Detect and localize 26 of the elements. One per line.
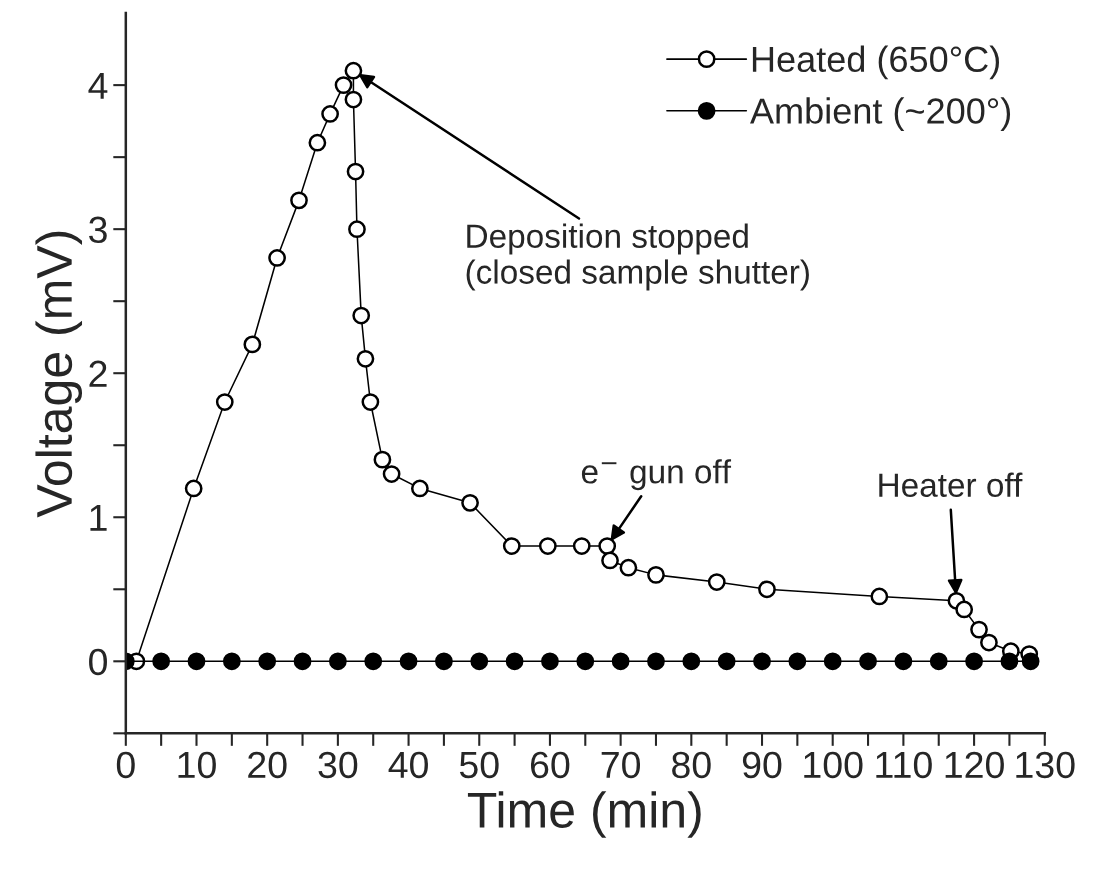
x-tick-label: 130 [1016,751,1075,779]
x-tick-label: 90 [742,751,782,779]
x-tick-label: 50 [459,751,499,779]
x-tick-label: 20 [248,751,287,779]
annotation: Deposition stopped (closed sample shutter) [466,223,809,291]
x-tick-label: 70 [601,751,641,779]
x-tick-label: 10 [178,751,216,779]
y-tick-label: 2 [89,360,107,387]
legend-label: Heated (650°C) [752,45,1000,80]
x-tick-label: 30 [318,751,358,779]
x-tick-label: 110 [876,751,932,779]
x-tick-label: 40 [388,751,428,779]
y-tick-label: 3 [89,216,107,244]
x-tick-label: 60 [531,751,570,779]
y-tick-label: 1 [90,505,107,531]
y-axis-title: Voltage (mV) [35,231,83,518]
x-tick-label: 0 [116,751,135,779]
y-tick-label: 0 [89,648,107,676]
annotation: Heater off [879,472,1023,497]
x-axis-title: Time (min) [467,791,701,838]
x-tick-label: 80 [672,751,711,779]
x-tick-label: 120 [945,751,1004,779]
y-tick-label: 4 [88,72,108,99]
annotation: e$^{−}$ gun off [581,459,732,491]
legend-label: Ambient (~200°) [750,97,1011,131]
x-tick-label: 100 [804,751,863,779]
